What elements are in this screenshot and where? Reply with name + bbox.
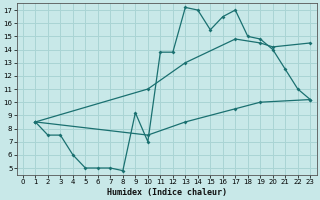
X-axis label: Humidex (Indice chaleur): Humidex (Indice chaleur) <box>107 188 227 197</box>
